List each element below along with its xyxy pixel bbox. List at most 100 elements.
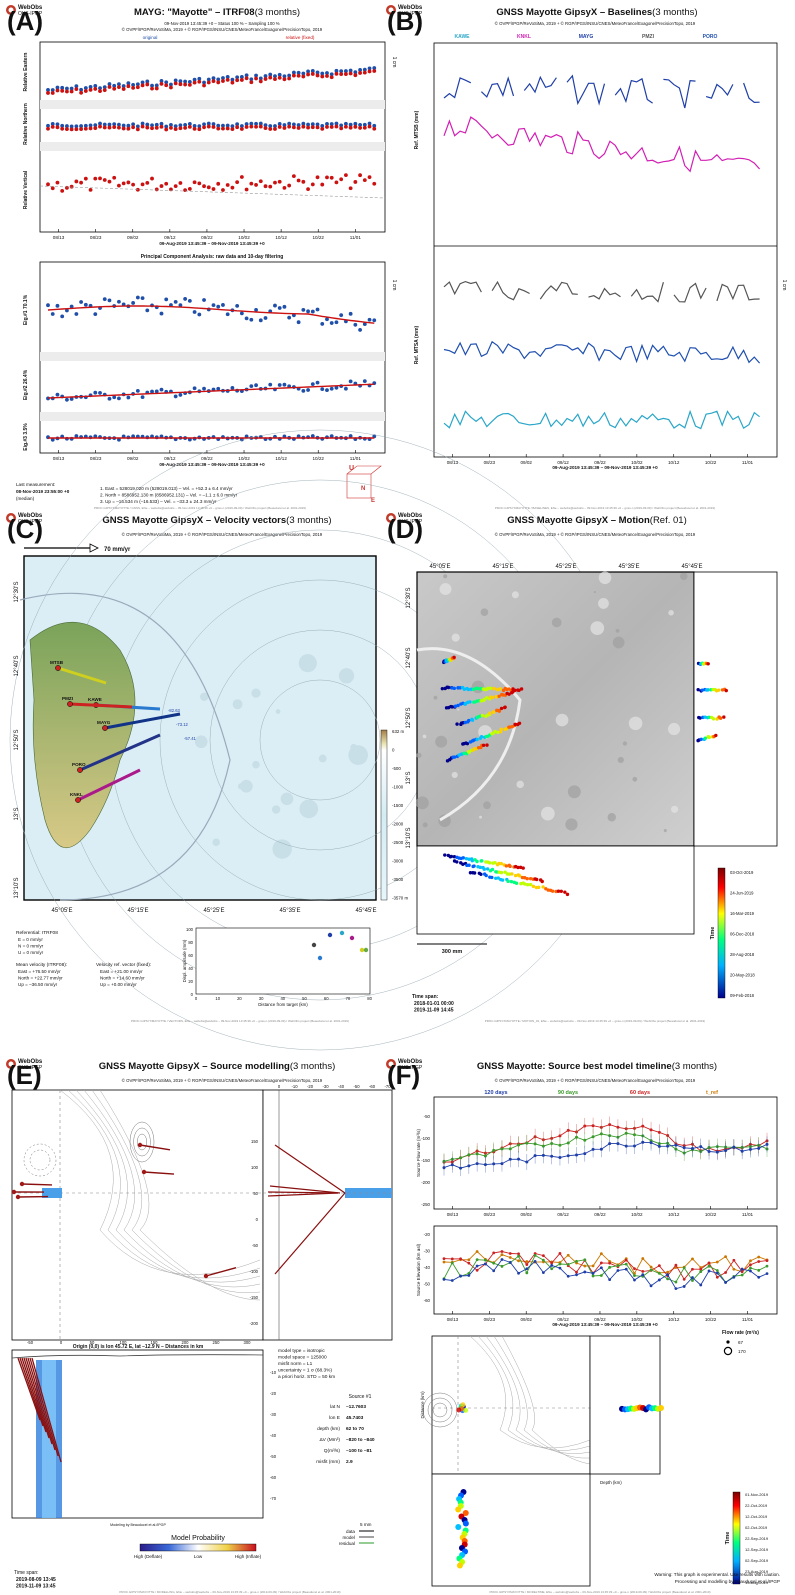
data-point-original <box>221 123 225 128</box>
webobs-logo-icon-inner <box>388 7 394 13</box>
data-point-original <box>367 66 372 71</box>
inset-x-tick: 0 <box>195 996 198 1001</box>
top-x-tick: -20 <box>307 1084 314 1089</box>
right-y-tick: 50 <box>253 1191 258 1196</box>
origin-label: Origin (0,0) is lon 45.72 E, lat –12.9 N… <box>73 1344 204 1350</box>
timeline-point <box>765 1142 769 1146</box>
x-tick-label: 08/13 <box>53 456 65 461</box>
data-point-original <box>263 74 268 78</box>
panel-title: MAYG: "Mayotte" – ITRF08(3 months) <box>134 7 300 18</box>
station-label: KNKL <box>70 792 83 797</box>
date-range: 09-Aug-2019 13:45:39 – 09-Nov-2019 13:45… <box>552 1322 658 1327</box>
vector-label: -57.41 <box>184 736 197 741</box>
side-track <box>716 688 721 692</box>
colorbar-label: 13-Aug-2019 <box>745 1580 769 1585</box>
bottom-track <box>464 856 469 861</box>
data-point-relative <box>83 126 88 131</box>
data-point-original <box>159 79 164 83</box>
data-point-original <box>320 71 325 76</box>
data-point-relative <box>150 86 154 91</box>
data-point-original <box>145 122 150 127</box>
data-point-relative <box>296 178 301 183</box>
data-point-original <box>140 121 145 126</box>
data-point-relative <box>230 127 235 132</box>
data-point-original <box>315 70 320 75</box>
bathymetry-contour <box>136 1133 148 1151</box>
bottom-track <box>565 892 570 897</box>
pca-point <box>135 295 140 300</box>
logo-sub-text: OVS-IPGP <box>18 519 43 525</box>
data-point-relative <box>197 127 202 132</box>
motion-track <box>446 685 451 690</box>
x-tick-label: 10/22 <box>312 456 324 461</box>
footer-credit: PROC.GIPSYXMAYOTTE / MODELLING, ENe – we… <box>119 1590 340 1594</box>
side-track <box>711 717 716 721</box>
subtitle: © OVPF/IPGP/ReVoSiMa, 2019 + © RGP/IPGS/… <box>495 1078 696 1083</box>
source-position <box>462 1510 469 1516</box>
bottom-track <box>499 870 504 875</box>
data-point-relative <box>244 125 249 129</box>
data-point-relative <box>287 76 292 81</box>
pca-point <box>315 307 320 312</box>
pca-point <box>187 298 192 303</box>
data-point-relative <box>173 127 178 132</box>
colorbar-label: 02-Sep-2019 <box>745 1558 769 1563</box>
pca-point <box>310 382 315 387</box>
pca-point <box>239 311 244 316</box>
data-point-relative <box>69 89 74 94</box>
bottom-x-tick: 0 <box>60 1340 63 1345</box>
y-label: Eig.#3 3.5% <box>23 423 29 451</box>
pca-point <box>60 314 65 319</box>
side-track <box>700 688 705 692</box>
data-point-original <box>254 73 258 78</box>
data-point-original <box>206 77 211 82</box>
bathymetry-contour <box>129 1121 155 1163</box>
data-point-relative <box>126 84 131 89</box>
data-point-original <box>362 67 367 72</box>
pca-point <box>98 391 102 395</box>
y-tick: -40 <box>424 1265 431 1270</box>
data-point-relative <box>258 79 263 84</box>
x-tick-label: 08/23 <box>484 1317 496 1322</box>
data-point-original <box>65 124 69 128</box>
data-point-original <box>258 121 263 126</box>
data-point-relative <box>282 126 287 130</box>
seamount <box>240 779 253 793</box>
data-point-relative <box>178 82 183 87</box>
seamount <box>318 754 327 763</box>
data-point-relative <box>102 88 107 93</box>
data-point-original <box>197 124 202 129</box>
x-tick-label: 10/22 <box>312 235 324 240</box>
bottom-x-tick: 50 <box>90 1340 95 1345</box>
station-marker <box>75 797 81 803</box>
baseline-mayg <box>566 74 606 106</box>
source-position <box>455 1506 462 1513</box>
data-point-relative <box>60 126 65 131</box>
inset-x-tick: 60 <box>324 996 329 1001</box>
data-point-original <box>239 75 244 79</box>
pca-point <box>112 395 117 400</box>
data-point-relative <box>216 181 221 186</box>
motion-track <box>481 743 486 747</box>
data-point-relative <box>277 75 282 80</box>
bottom-track <box>550 889 555 893</box>
bottom-track <box>452 855 457 859</box>
data-point-relative <box>263 184 268 189</box>
top-x-tick: -50 <box>353 1084 360 1089</box>
model-arrow <box>205 1267 237 1277</box>
source-param-label: lat N <box>330 1404 340 1410</box>
webobs-logo-icon-inner <box>8 7 14 13</box>
data-point-relative <box>55 125 60 130</box>
legend-item: PMZI <box>642 34 655 40</box>
ref-vector-label: Velocity ref. vector (fixed): <box>96 962 151 968</box>
model-arrow <box>31 1357 62 1463</box>
data-point-original <box>154 83 159 88</box>
seamount <box>299 799 319 819</box>
data-point-relative <box>55 180 60 185</box>
data-point-relative <box>344 173 348 178</box>
time-colorbar <box>717 867 726 999</box>
bottom-x-tick: 250 <box>213 1340 221 1345</box>
top-x-tick: -60 <box>369 1084 376 1089</box>
logo-text: WebObs <box>18 5 43 11</box>
